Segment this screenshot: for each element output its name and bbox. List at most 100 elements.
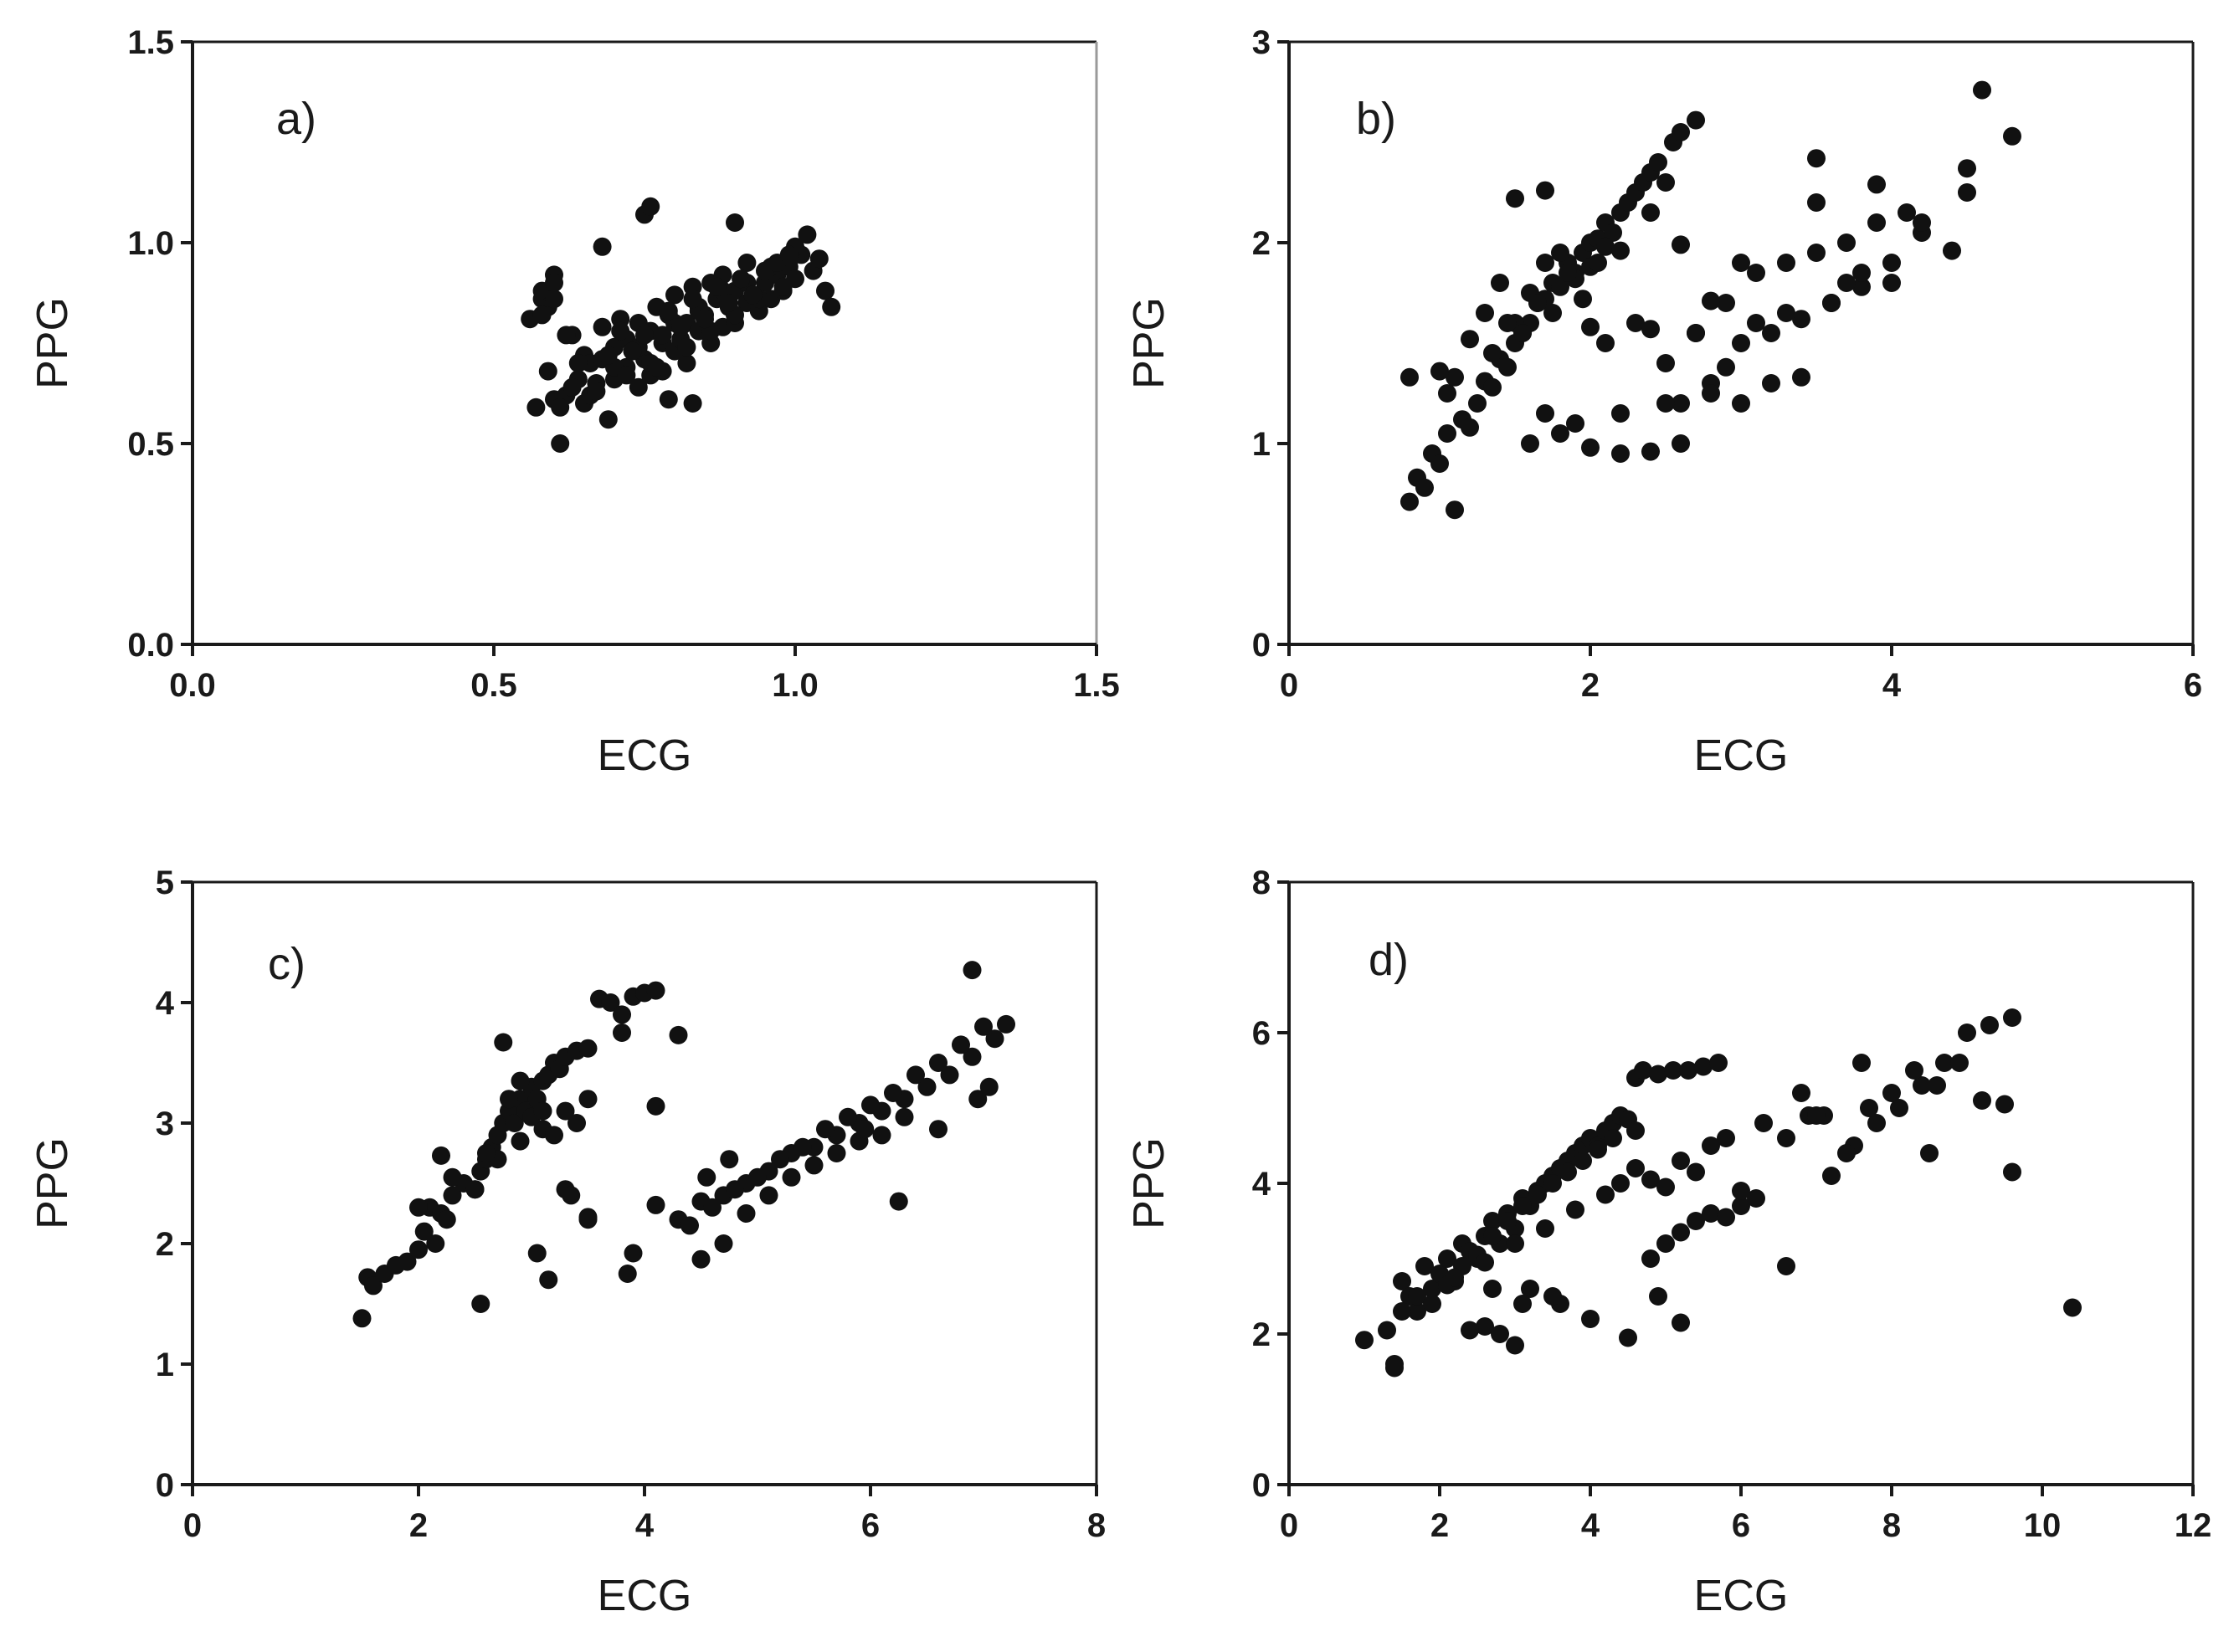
data-point bbox=[1672, 1313, 1690, 1332]
data-point bbox=[1656, 173, 1675, 192]
data-point bbox=[1898, 203, 1916, 222]
data-point bbox=[1536, 254, 1554, 272]
data-point bbox=[1393, 1302, 1411, 1321]
data-point bbox=[985, 1029, 1004, 1049]
data-point bbox=[1483, 1280, 1502, 1298]
data-point bbox=[1656, 354, 1675, 372]
data-point bbox=[1408, 1287, 1426, 1306]
data-point bbox=[1476, 1317, 1494, 1336]
data-point bbox=[1498, 357, 1517, 377]
data-point bbox=[1837, 274, 1856, 292]
y-tick-label: 1 bbox=[156, 1347, 174, 1383]
data-point bbox=[1852, 277, 1871, 296]
data-point bbox=[1641, 442, 1660, 461]
data-point bbox=[1513, 324, 1532, 342]
data-point bbox=[665, 285, 684, 305]
panel-label: b) bbox=[1356, 94, 1396, 144]
data-point bbox=[1664, 1061, 1682, 1080]
data-point bbox=[1807, 1106, 1826, 1125]
data-point bbox=[1762, 374, 1780, 392]
x-axis-title: ECG bbox=[598, 1572, 692, 1620]
data-point bbox=[1559, 264, 1577, 282]
data-point bbox=[526, 398, 546, 417]
data-point bbox=[680, 1216, 699, 1235]
data-point bbox=[551, 434, 570, 453]
data-point bbox=[414, 1222, 434, 1241]
data-point bbox=[2003, 1162, 2021, 1182]
data-point bbox=[979, 1077, 999, 1096]
data-point bbox=[598, 410, 618, 429]
data-point bbox=[587, 382, 606, 401]
data-point bbox=[613, 1024, 631, 1042]
data-point bbox=[1777, 254, 1795, 272]
data-point bbox=[906, 1065, 925, 1085]
x-axis-title: ECG bbox=[1694, 1572, 1789, 1620]
y-axis-title: PPG bbox=[28, 297, 77, 389]
data-point bbox=[1543, 1287, 1562, 1306]
x-tick-label: 10 bbox=[2024, 1507, 2062, 1544]
data-point bbox=[443, 1167, 462, 1187]
data-point bbox=[641, 197, 660, 216]
data-point bbox=[1702, 291, 1720, 310]
data-point bbox=[1461, 1321, 1479, 1340]
x-axis-title: ECG bbox=[1694, 731, 1789, 780]
data-point bbox=[1355, 1331, 1374, 1350]
data-point bbox=[1423, 1280, 1441, 1298]
data-point bbox=[1928, 1076, 1946, 1095]
x-tick-label: 6 bbox=[1732, 1507, 1750, 1544]
y-axis-title: PPG bbox=[1125, 1137, 1173, 1229]
data-point bbox=[505, 1114, 524, 1132]
data-point bbox=[1679, 1061, 1697, 1080]
data-point bbox=[1513, 1295, 1532, 1313]
data-point bbox=[1973, 1091, 1991, 1110]
data-point bbox=[1611, 444, 1630, 463]
data-point bbox=[527, 1244, 547, 1263]
data-point bbox=[779, 245, 799, 264]
data-point bbox=[646, 1195, 665, 1214]
data-point bbox=[963, 1047, 982, 1066]
data-point bbox=[1551, 277, 1569, 296]
data-point bbox=[855, 1120, 875, 1139]
data-point bbox=[707, 277, 727, 296]
data-point bbox=[1521, 1280, 1539, 1298]
data-point bbox=[822, 297, 841, 316]
data-point bbox=[477, 1144, 496, 1162]
data-point bbox=[793, 1137, 812, 1157]
data-point bbox=[827, 1144, 846, 1162]
data-point bbox=[1649, 1287, 1667, 1306]
y-tick-label: 4 bbox=[1252, 1166, 1271, 1203]
data-point bbox=[952, 1035, 970, 1054]
data-point bbox=[1890, 1099, 1908, 1117]
data-point bbox=[1641, 1249, 1660, 1268]
data-point bbox=[1777, 304, 1795, 322]
data-point bbox=[1468, 394, 1487, 413]
data-point bbox=[1973, 80, 1991, 100]
data-point bbox=[669, 1025, 688, 1044]
data-point bbox=[1400, 492, 1419, 511]
data-point bbox=[809, 249, 829, 269]
data-point bbox=[1446, 500, 1464, 520]
data-point bbox=[872, 1126, 891, 1145]
data-point bbox=[968, 1090, 988, 1109]
data-point bbox=[1656, 1234, 1675, 1253]
data-point bbox=[1641, 320, 1660, 339]
x-tick-label: 6 bbox=[2184, 667, 2202, 704]
data-point bbox=[1536, 1219, 1554, 1238]
data-point bbox=[917, 1077, 937, 1096]
y-tick-label: 3 bbox=[1252, 24, 1271, 61]
data-point bbox=[364, 1276, 383, 1295]
data-point bbox=[703, 1198, 722, 1217]
data-point bbox=[1709, 1054, 1728, 1072]
data-point bbox=[635, 326, 654, 345]
data-point bbox=[426, 1234, 445, 1253]
data-point bbox=[1913, 1076, 1931, 1095]
data-point bbox=[1867, 1114, 1886, 1132]
data-point bbox=[691, 1249, 711, 1269]
y-tick-label: 6 bbox=[1252, 1015, 1271, 1052]
data-point bbox=[1822, 294, 1841, 312]
y-tick-label: 2 bbox=[1252, 225, 1271, 262]
data-point bbox=[443, 1186, 462, 1205]
data-point bbox=[1596, 1185, 1615, 1204]
data-point bbox=[1656, 394, 1675, 413]
data-point bbox=[500, 1090, 518, 1109]
